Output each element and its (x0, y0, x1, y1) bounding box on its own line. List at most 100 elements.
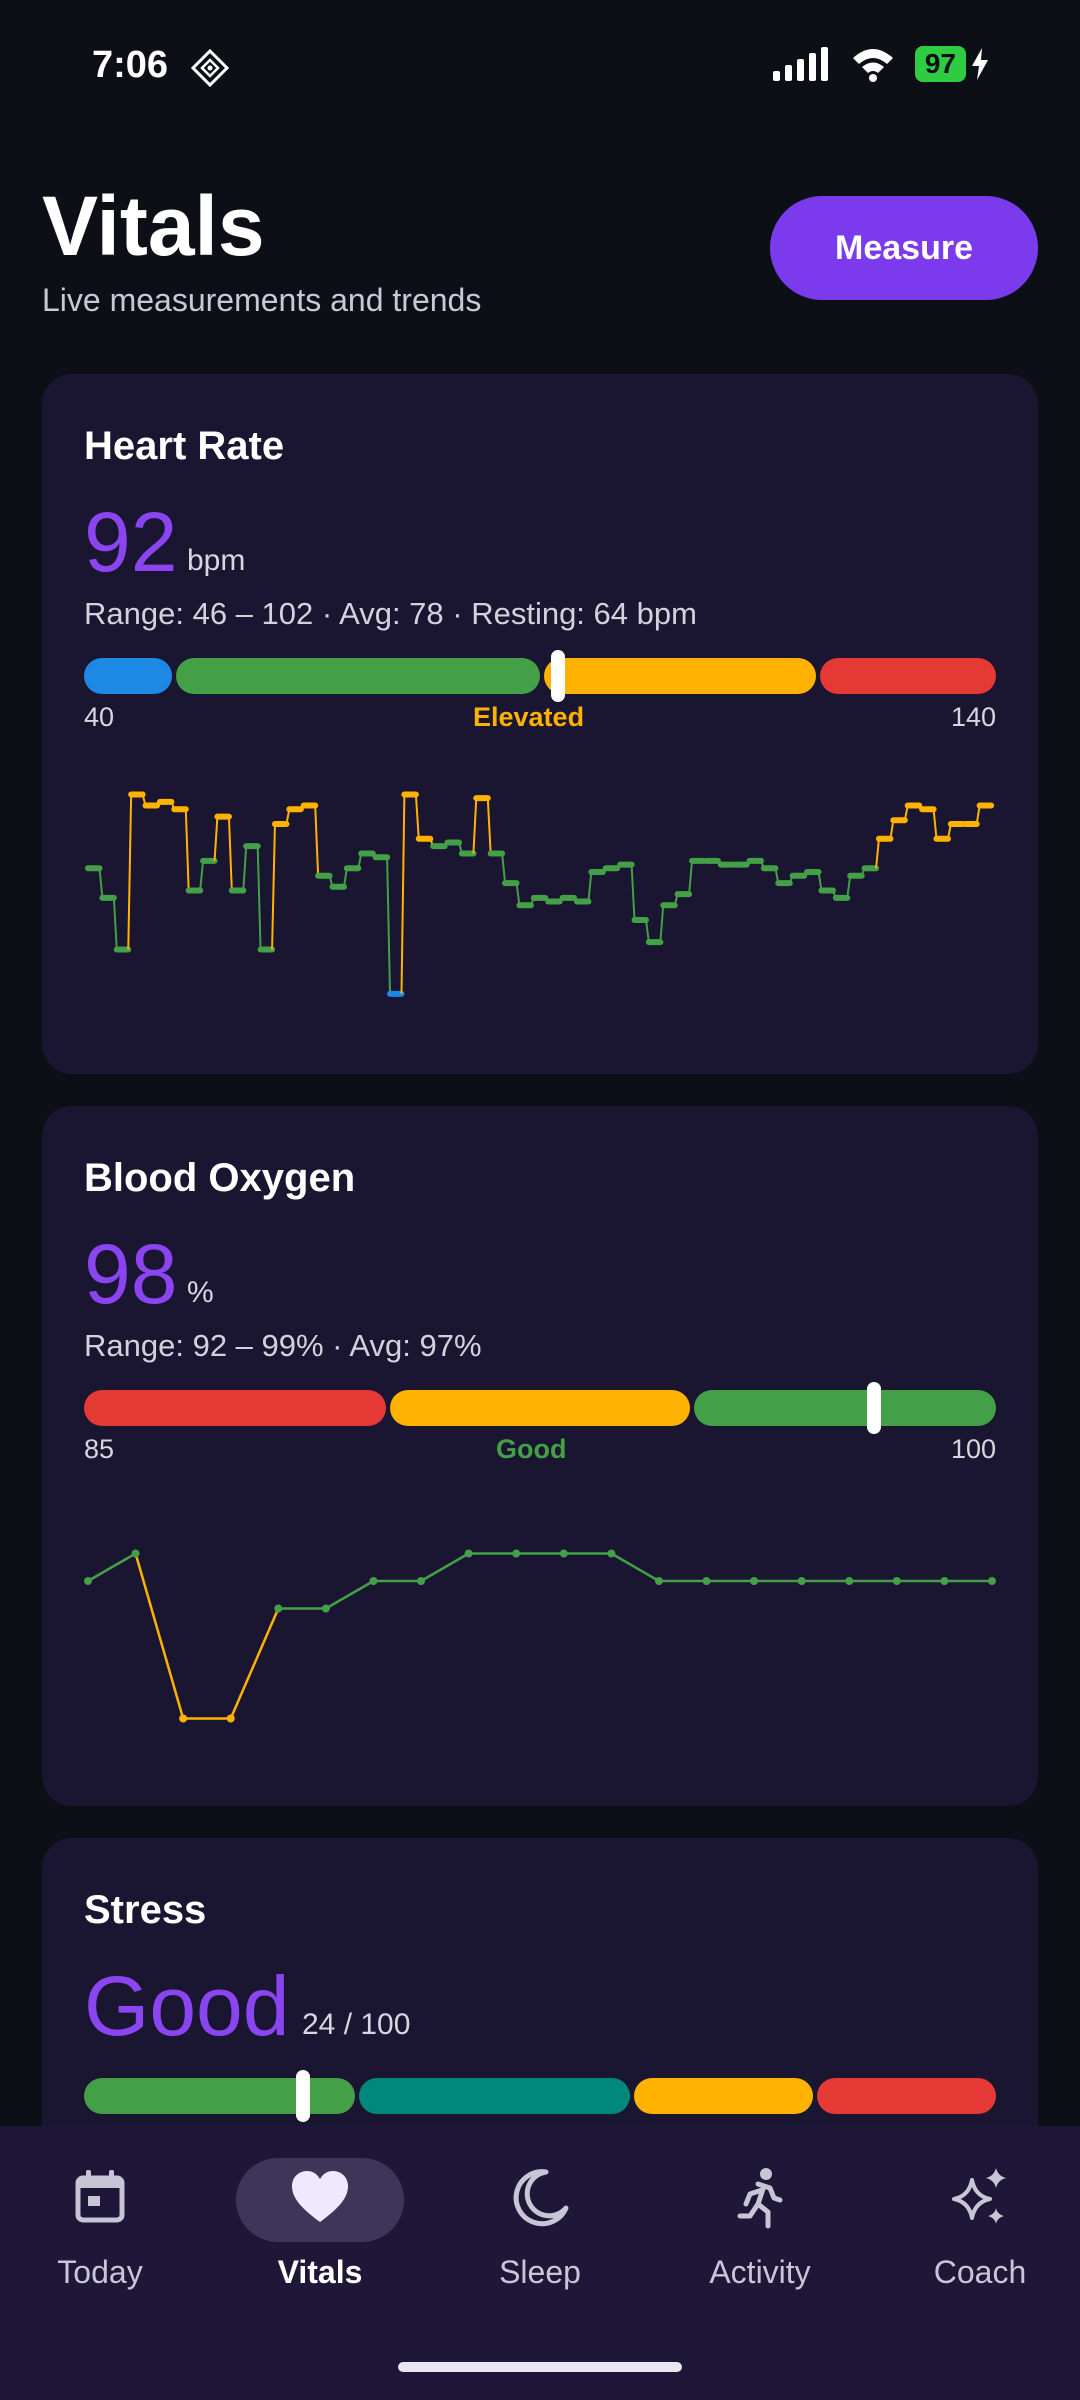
gauge-segment-fair (390, 1390, 690, 1426)
heart-rate-connector (112, 897, 118, 950)
heart-rate-connector (630, 864, 636, 921)
heart-rate-status: Elevated (473, 702, 585, 732)
nav-item-activity[interactable]: Activity (660, 2126, 860, 2326)
heart-rate-connector (688, 860, 693, 895)
nav-label-today: Today (57, 2254, 143, 2290)
heart-rate-connector (400, 794, 406, 994)
app-notification-icon (190, 48, 230, 88)
blood-oxygen-point (179, 1714, 188, 1723)
blood-oxygen-line-segment (420, 1552, 470, 1583)
heart-rate-connector (271, 823, 276, 950)
blood-oxygen-point (845, 1577, 854, 1585)
blood-oxygen-point (607, 1549, 616, 1558)
heart-rate-card[interactable]: Heart Rate 92 bpm Range: 46 – 102 · Avg:… (42, 374, 1038, 1074)
heart-rate-connector (414, 794, 420, 839)
gauge-segment-high (816, 2078, 996, 2114)
blood-oxygen-point (321, 1604, 330, 1613)
heart-rate-gauge-marker (551, 650, 566, 702)
heart-rate-connector (184, 809, 190, 891)
heart-rate-gauge (84, 658, 996, 694)
status-time: 7:06 (92, 44, 169, 86)
nav-item-sleep[interactable]: Sleep (440, 2126, 640, 2326)
blood-oxygen-gauge-max: 100 (950, 1434, 996, 1464)
heart-rate-connector (644, 919, 650, 943)
nav-item-coach[interactable]: Coach (880, 2126, 1080, 2326)
blood-oxygen-line-segment (610, 1552, 660, 1583)
blood-oxygen-point (464, 1549, 473, 1558)
stress-value: Good (84, 1959, 290, 2053)
gauge-segment-good (694, 1390, 996, 1426)
nav-item-today[interactable]: Today (0, 2126, 200, 2326)
blood-oxygen-line-segment (87, 1552, 137, 1583)
blood-oxygen-chart (84, 1549, 996, 1723)
heart-rate-connector (501, 853, 507, 884)
heart-rate-gauge-min: 40 (84, 702, 115, 732)
blood-oxygen-line-segment (229, 1608, 280, 1719)
gauge-segment-low (84, 658, 172, 694)
nav-label-activity: Activity (709, 2254, 811, 2290)
blood-oxygen-point (84, 1577, 92, 1585)
heart-icon (292, 2171, 348, 2222)
blood-oxygen-point (702, 1577, 711, 1585)
charging-icon (972, 48, 988, 80)
blood-oxygen-point (750, 1577, 759, 1585)
nav-label-coach: Coach (933, 2254, 1027, 2290)
heart-rate-connector (227, 816, 233, 891)
battery-badge: 97 (914, 46, 966, 82)
heart-rate-connector (889, 820, 895, 839)
heart-rate-connector (242, 846, 248, 891)
heart-rate-connector (515, 882, 521, 906)
heart-rate-connector (486, 798, 492, 854)
blood-oxygen-point (131, 1549, 140, 1558)
blood-oxygen-value: 98 (84, 1227, 178, 1321)
blood-oxygen-point (797, 1577, 806, 1585)
gauge-segment-elevated (544, 658, 816, 694)
gauge-segment-normal (358, 2078, 630, 2114)
running-icon (737, 2168, 783, 2229)
blood-oxygen-point (988, 1577, 996, 1585)
heart-rate-connector (587, 871, 593, 902)
heart-rate-title: Heart Rate (84, 424, 285, 468)
heart-rate-connector (386, 857, 391, 994)
blood-oxygen-range: Range: 92 – 99% · Avg: 97% (84, 1328, 482, 1363)
heart-rate-gauge-max: 140 (950, 702, 996, 732)
measure-button[interactable]: Measure (770, 196, 1038, 300)
stress-title: Stress (84, 1888, 207, 1932)
heart-rate-connector (875, 838, 880, 869)
stress-gauge-marker (295, 2070, 310, 2122)
blood-oxygen-line-segment (134, 1553, 185, 1719)
blood-oxygen-point (654, 1577, 663, 1585)
moon-icon (513, 2169, 569, 2227)
heart-rate-unit: bpm (187, 544, 246, 577)
heart-rate-connector (342, 868, 348, 887)
blood-oxygen-gauge-marker (867, 1382, 882, 1434)
heart-rate-connector (975, 805, 981, 825)
heart-rate-connector (98, 868, 104, 898)
blood-oxygen-point (274, 1604, 283, 1613)
stress-gauge (84, 2078, 996, 2114)
blood-oxygen-point (369, 1577, 378, 1585)
blood-oxygen-title: Blood Oxygen (84, 1156, 356, 1200)
blood-oxygen-line-segment (325, 1579, 375, 1610)
nav-item-vitals[interactable]: Vitals (220, 2126, 420, 2326)
heart-rate-connector (314, 805, 320, 876)
stress-score: 24 / 100 (302, 2008, 411, 2041)
page-title: Vitals (42, 179, 265, 273)
blood-oxygen-unit: % (187, 1276, 214, 1309)
blood-oxygen-status: Good (496, 1434, 567, 1464)
nav-label-sleep: Sleep (499, 2254, 581, 2290)
home-indicator[interactable] (398, 2362, 682, 2372)
calendar-icon (75, 2170, 125, 2223)
blood-oxygen-point (892, 1577, 901, 1585)
heart-rate-connector (256, 846, 262, 950)
gauge-segment-medium (633, 2078, 813, 2114)
blood-oxygen-card[interactable]: Blood Oxygen 98 % Range: 92 – 99% · Avg:… (42, 1106, 1038, 1806)
gauge-segment-normal (176, 658, 540, 694)
bottom-navigation: Today Vitals Sleep Activity Coach (0, 2126, 1080, 2400)
heart-rate-range: Range: 46 – 102 · Avg: 78 · Resting: 64 … (84, 596, 697, 631)
wifi-icon (852, 49, 893, 82)
heart-rate-connector (199, 860, 205, 891)
blood-oxygen-point (559, 1549, 568, 1558)
heart-rate-chart (85, 791, 995, 997)
blood-oxygen-point (417, 1577, 426, 1585)
